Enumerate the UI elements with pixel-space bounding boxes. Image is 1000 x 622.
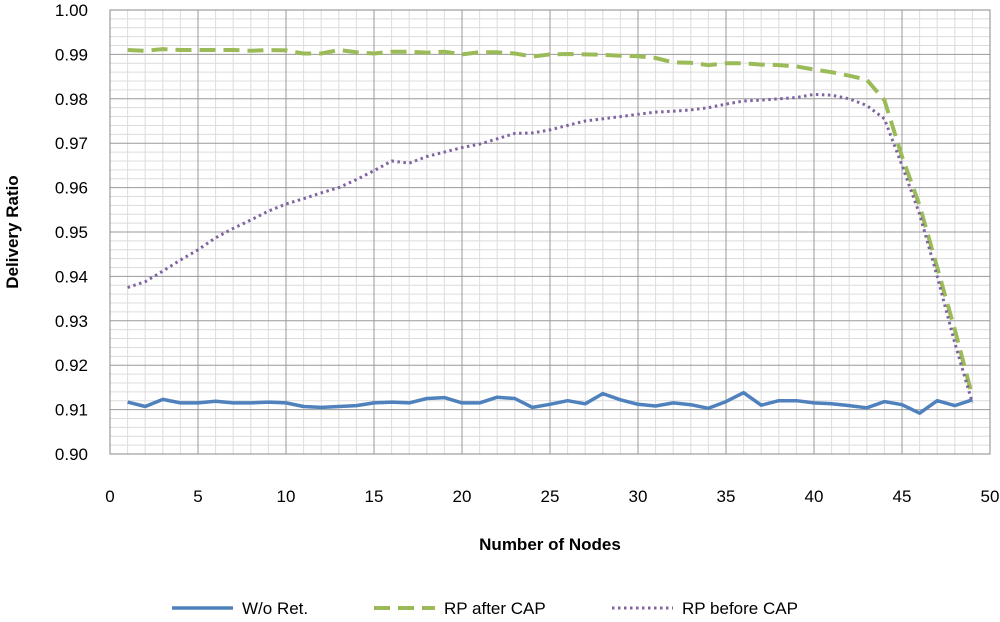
x-tick-label: 35: [717, 487, 736, 506]
x-tick-label: 45: [893, 487, 912, 506]
y-tick-label: 1.00: [55, 1, 88, 20]
x-tick-label: 40: [805, 487, 824, 506]
series-line-wo-ret: [127, 390, 973, 415]
legend: W/o Ret. RP after CAP RP before CAP: [172, 599, 798, 618]
x-axis-label: Number of Nodes: [479, 535, 621, 554]
series-lines: [127, 47, 975, 415]
legend-label-rp-before-cap: RP before CAP: [682, 599, 798, 618]
y-tick-label: 0.95: [55, 223, 88, 242]
y-tick-label: 0.94: [55, 267, 88, 286]
y-tick-label: 0.91: [55, 401, 88, 420]
plot-area-border: [109, 9, 991, 455]
x-tick-label: 5: [193, 487, 202, 506]
x-tick-label: 0: [105, 487, 114, 506]
y-tick-label: 0.96: [55, 179, 88, 198]
y-tick-label: 0.97: [55, 134, 88, 153]
legend-label-rp-after-cap: RP after CAP: [444, 599, 546, 618]
y-tick-label: 0.99: [55, 45, 88, 64]
y-tick-label: 0.93: [55, 312, 88, 331]
x-axis-ticks: 0 5 10 15 20 25 30 35 40 45 50: [105, 487, 999, 506]
legend-label-wo-ret: W/o Ret.: [242, 599, 308, 618]
y-tick-label: 0.98: [55, 90, 88, 109]
y-tick-label: 0.92: [55, 356, 88, 375]
x-tick-label: 10: [277, 487, 296, 506]
x-tick-label: 50: [981, 487, 1000, 506]
y-tick-label: 0.90: [55, 445, 88, 464]
series-line-rp-after-cap: [127, 47, 975, 397]
x-tick-label: 30: [629, 487, 648, 506]
y-axis-label: Delivery Ratio: [3, 175, 22, 288]
x-tick-label: 15: [365, 487, 384, 506]
x-tick-label: 20: [453, 487, 472, 506]
x-tick-label: 25: [541, 487, 560, 506]
series-line-rp-before-cap: [127, 92, 974, 404]
y-axis-ticks: 0.90 0.91 0.92 0.93 0.94 0.95 0.96 0.97 0.98 0.99…: [55, 1, 88, 464]
